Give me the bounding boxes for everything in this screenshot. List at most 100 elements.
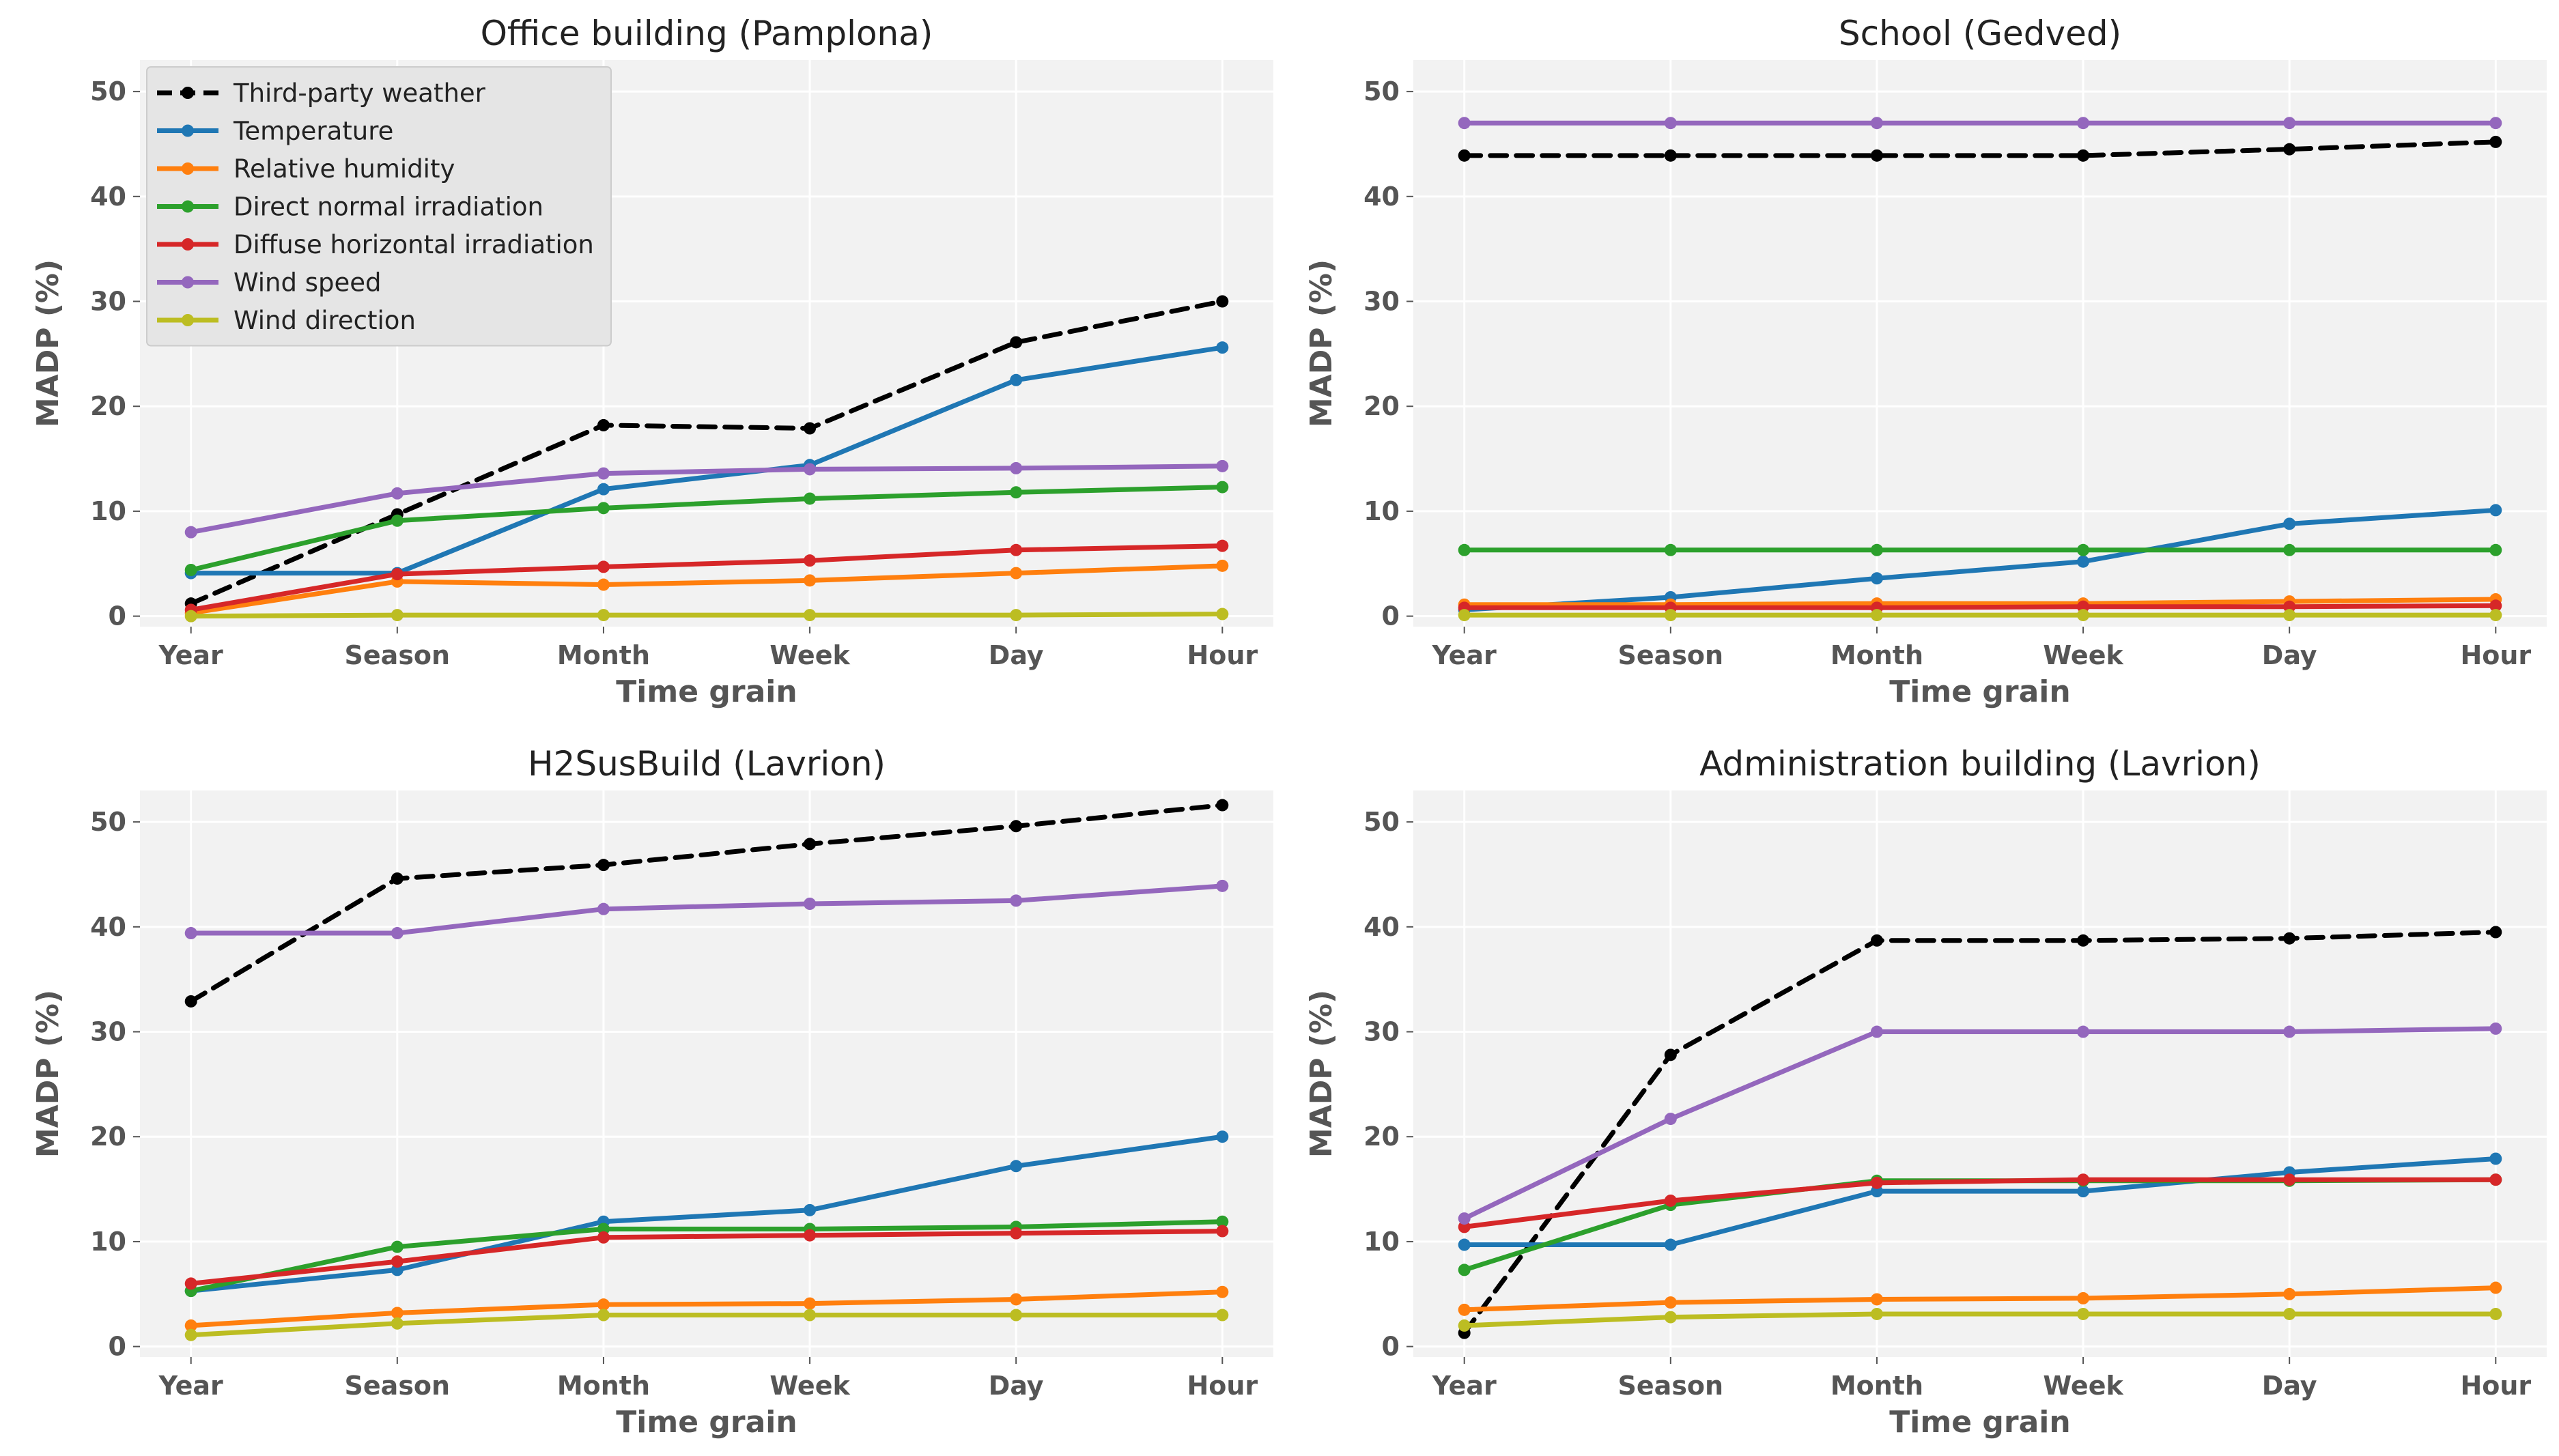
data-point — [1216, 481, 1229, 494]
y-tick-label: 0 — [109, 1332, 126, 1362]
panel-title: Administration building (Lavrion) — [1699, 744, 2261, 784]
series-line — [1462, 1026, 2498, 1221]
data-point — [1010, 1309, 1023, 1322]
data-point — [1216, 1225, 1229, 1238]
y-axis-label: MADP (%) — [31, 990, 66, 1158]
x-axis-label: Time grain — [616, 1405, 797, 1440]
legend-label: Wind direction — [234, 306, 416, 335]
legend-box — [146, 66, 612, 347]
data-point — [184, 564, 197, 576]
data-point — [2489, 1307, 2502, 1320]
data-point — [804, 1229, 817, 1242]
y-axis-label: MADP (%) — [1304, 259, 1339, 427]
series-line — [188, 1219, 1225, 1294]
data-point — [1010, 1293, 1023, 1306]
y-tick-label: 10 — [90, 1227, 126, 1257]
data-point — [1010, 1160, 1023, 1173]
y-tick-label: 20 — [90, 1122, 126, 1152]
y-axis-label: MADP (%) — [31, 259, 66, 427]
x-tick-label: Season — [345, 1371, 451, 1401]
data-point — [1010, 543, 1023, 556]
data-point — [391, 872, 404, 885]
data-point — [2077, 1307, 2090, 1320]
data-point — [2077, 600, 2090, 613]
legend-label: Diffuse horizontal irradiation — [234, 230, 594, 259]
data-point — [2077, 934, 2090, 947]
y-tick-label: 10 — [1363, 1227, 1400, 1257]
data-point — [1216, 295, 1229, 308]
panel-title: H2SusBuild (Lavrion) — [528, 744, 886, 784]
data-point — [1216, 1285, 1229, 1298]
data-point — [184, 1319, 197, 1332]
data-point — [1664, 1194, 1677, 1207]
data-point — [804, 1309, 817, 1322]
data-point — [1216, 799, 1229, 812]
data-point — [1664, 543, 1677, 556]
x-tick-label: Year — [1432, 1371, 1497, 1401]
data-point — [597, 502, 610, 515]
data-point — [597, 609, 610, 622]
y-axis-label: MADP (%) — [1304, 990, 1339, 1158]
series-line — [188, 803, 1225, 1004]
data-point — [2077, 543, 2090, 556]
x-tick-label: Day — [989, 1371, 1044, 1401]
series-line — [188, 485, 1225, 573]
series-diffuse-horizontal-irradiation — [184, 539, 1229, 616]
data-point — [1458, 1303, 1471, 1316]
data-point — [1458, 149, 1471, 162]
series-line — [1462, 603, 2498, 610]
data-point — [2283, 117, 2296, 130]
x-tick-label: Season — [345, 640, 451, 670]
x-tick-label: Day — [2262, 640, 2317, 670]
x-tick-label: Day — [2262, 1371, 2317, 1401]
series-line — [1462, 1311, 2498, 1328]
data-point — [2283, 1173, 2296, 1186]
x-tick-label: Season — [1618, 1371, 1724, 1401]
data-point — [2077, 1173, 2090, 1186]
y-tick-label: 10 — [1363, 496, 1400, 526]
data-point — [2489, 543, 2502, 556]
panel-4: 0 10 20 30 40 50 Year Season Month Week Day Hour Adm… — [1304, 744, 2547, 1440]
data-point — [597, 418, 610, 431]
x-tick-label: Month — [557, 1371, 650, 1401]
data-point — [1010, 894, 1023, 907]
data-point — [804, 1203, 817, 1216]
data-point — [597, 1231, 610, 1244]
legend-label: Wind speed — [234, 268, 382, 298]
data-point — [1870, 1185, 1883, 1198]
data-point — [391, 1255, 404, 1268]
y-tick-label: 30 — [90, 1017, 126, 1047]
data-point — [1870, 1307, 1883, 1320]
data-point — [2283, 1025, 2296, 1038]
data-point — [804, 609, 817, 622]
series-diffuse-horizontal-irradiation — [184, 1225, 1229, 1290]
data-point — [1664, 1238, 1677, 1251]
panel-title: Office building (Pamplona) — [481, 14, 933, 53]
legend-marker — [182, 314, 194, 326]
series-diffuse-horizontal-irradiation — [1458, 1173, 2502, 1233]
series-third-party-weather — [184, 799, 1229, 1008]
x-tick-label: Week — [2043, 1371, 2123, 1401]
data-point — [597, 1223, 610, 1236]
data-point — [1664, 1296, 1677, 1309]
legend-marker — [182, 200, 194, 213]
data-point — [184, 610, 197, 623]
y-tick-label: 20 — [1363, 391, 1400, 421]
series-direct-normal-irradiation — [184, 481, 1229, 576]
data-point — [1216, 608, 1229, 620]
x-tick-label: Season — [1618, 640, 1724, 670]
x-tick-label: Month — [1830, 640, 1923, 670]
data-point — [1216, 879, 1229, 892]
data-point — [1458, 543, 1471, 556]
data-point — [1870, 543, 1883, 556]
x-tick-label: Year — [1432, 640, 1497, 670]
data-point — [391, 609, 404, 622]
y-tick-label: 30 — [1363, 1017, 1400, 1047]
legend-label: Third-party weather — [233, 78, 486, 108]
data-point — [1870, 609, 1883, 622]
legend: Third-party weather Temperature Relative h… — [146, 66, 612, 347]
series-line — [1462, 507, 2498, 612]
y-tick-label: 10 — [90, 496, 126, 526]
series-line — [188, 463, 1225, 535]
series-line — [188, 543, 1225, 612]
